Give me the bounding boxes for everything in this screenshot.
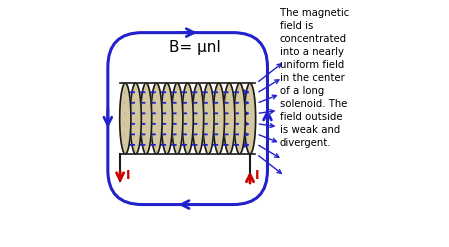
Polygon shape	[172, 83, 177, 154]
Polygon shape	[193, 83, 198, 154]
Polygon shape	[250, 83, 255, 154]
Polygon shape	[198, 83, 204, 154]
Polygon shape	[188, 83, 193, 154]
Polygon shape	[157, 83, 162, 154]
Polygon shape	[240, 83, 245, 154]
Polygon shape	[229, 83, 235, 154]
Polygon shape	[177, 83, 183, 154]
Text: The magnetic
field is
concentrated
into a nearly
uniform field
in the center
of : The magnetic field is concentrated into …	[280, 8, 349, 148]
Polygon shape	[219, 83, 224, 154]
Polygon shape	[244, 83, 250, 154]
Polygon shape	[203, 83, 208, 154]
Polygon shape	[161, 83, 167, 154]
Polygon shape	[130, 83, 136, 154]
Polygon shape	[224, 83, 229, 154]
Polygon shape	[136, 83, 141, 154]
Polygon shape	[167, 83, 172, 154]
Polygon shape	[146, 83, 152, 154]
Polygon shape	[213, 83, 219, 154]
Polygon shape	[141, 83, 146, 154]
Polygon shape	[182, 83, 188, 154]
Text: B= μnI: B= μnI	[169, 40, 221, 55]
Text: I: I	[126, 168, 130, 182]
Polygon shape	[151, 83, 157, 154]
Polygon shape	[120, 83, 125, 154]
Polygon shape	[234, 83, 240, 154]
Polygon shape	[208, 83, 214, 154]
Polygon shape	[125, 83, 131, 154]
Text: I: I	[255, 168, 259, 182]
